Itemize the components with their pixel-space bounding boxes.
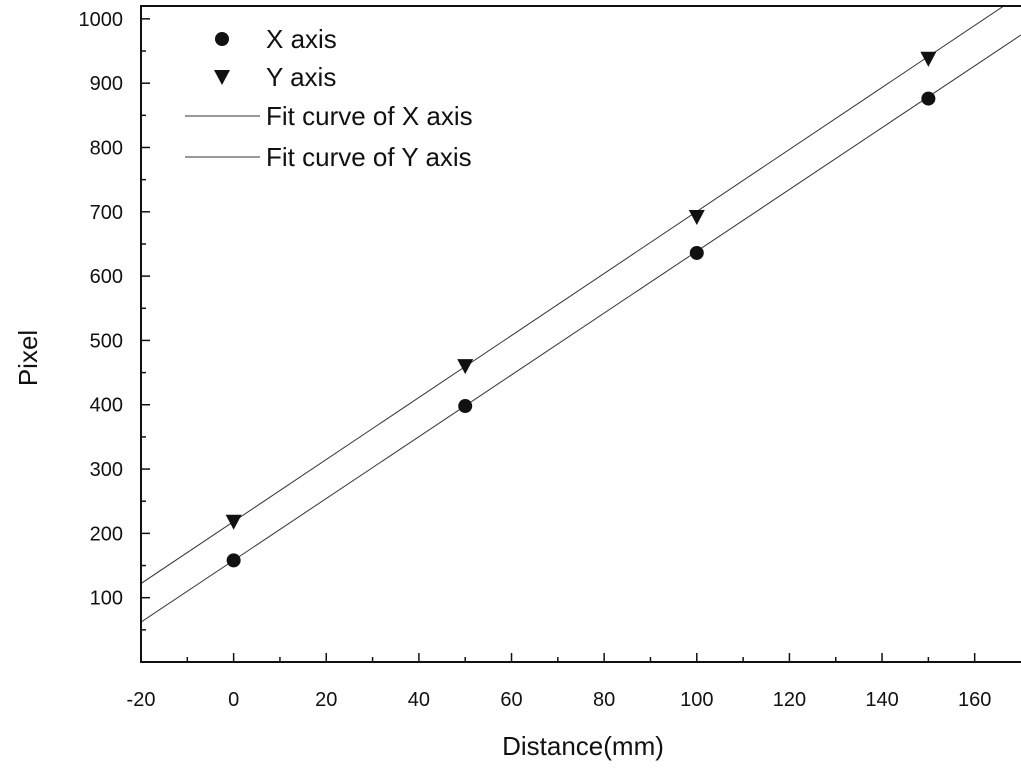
fit-line-y-axis <box>141 6 1005 584</box>
y-tick-label: 300 <box>90 459 123 481</box>
data-point-y-axis <box>457 359 474 375</box>
x-tick-label: 60 <box>500 689 522 711</box>
data-point-x-axis <box>689 245 704 260</box>
x-tick-label: 100 <box>680 689 713 711</box>
fit-line-x-axis <box>141 34 1021 623</box>
y-tick-label: 600 <box>90 266 123 288</box>
legend-label: Fit curve of Y axis <box>266 142 472 172</box>
data-point-x-axis <box>458 399 473 414</box>
y-tick-label: 400 <box>90 395 123 417</box>
data-points <box>225 51 937 568</box>
data-point-y-axis <box>920 51 937 67</box>
x-tick-label: 80 <box>593 689 615 711</box>
legend-marker-swatch <box>215 32 229 46</box>
y-tick-label: 200 <box>90 523 123 545</box>
y-tick-label: 800 <box>90 137 123 159</box>
x-tick-label: 0 <box>228 689 239 711</box>
x-tick-label: 120 <box>773 689 806 711</box>
legend: X axis Y axis Fit curve of X axis Fit curve… <box>185 24 473 172</box>
x-tick-label: 20 <box>315 689 337 711</box>
legend-marker-swatch <box>214 70 230 85</box>
x-tick-label: -20 <box>127 689 156 711</box>
y-tick-label: 700 <box>90 202 123 224</box>
data-point-y-axis <box>225 514 242 530</box>
x-tick-label: 40 <box>408 689 430 711</box>
x-tick-label: 160 <box>958 689 991 711</box>
y-tick-label: 500 <box>90 330 123 352</box>
y-tick-label: 1000 <box>79 9 124 31</box>
x-tick-label: 140 <box>865 689 898 711</box>
plot-frame <box>140 5 1021 663</box>
data-point-x-axis <box>921 91 936 106</box>
data-point-y-axis <box>688 209 705 225</box>
axes: -20 0 20 40 60 80 100 120 140 160 100 200 300 400 500 6… <box>79 5 1021 711</box>
data-point-x-axis <box>226 553 241 568</box>
x-axis-title: Distance(mm) <box>502 731 664 761</box>
legend-label: Y axis <box>266 62 336 92</box>
y-axis-title: Pixel <box>13 330 43 386</box>
fit-lines <box>141 6 1021 623</box>
legend-label: Fit curve of X axis <box>266 101 473 131</box>
y-tick-label: 900 <box>90 73 123 95</box>
y-tick-label: 100 <box>90 588 123 610</box>
legend-label: X axis <box>266 24 337 54</box>
